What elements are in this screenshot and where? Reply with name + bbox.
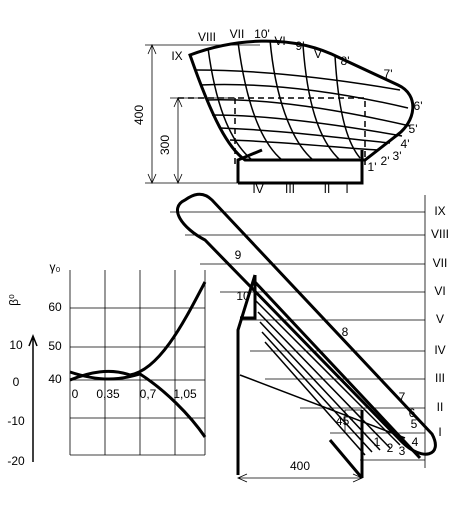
top-dim	[145, 44, 260, 184]
label: 10	[9, 338, 23, 352]
label: I	[345, 182, 348, 196]
label: 50	[48, 339, 62, 353]
label: -10	[7, 414, 25, 428]
label: IX	[434, 204, 445, 218]
label: VII	[230, 27, 245, 41]
label: 400	[290, 459, 310, 473]
dashed-frame	[178, 97, 366, 165]
label: γ₀	[50, 260, 61, 274]
label: III	[285, 182, 295, 196]
label: 0,7	[140, 387, 157, 401]
label: 0	[13, 375, 20, 389]
side-fan	[239, 299, 406, 456]
label: 400	[132, 105, 146, 125]
label: 2	[387, 441, 394, 455]
beta-axis	[28, 333, 38, 462]
gamma-curve	[69, 281, 207, 382]
label: 1'	[368, 160, 377, 174]
label: 6'	[414, 99, 423, 113]
label: VIII	[198, 30, 216, 44]
label: 0	[72, 387, 79, 401]
label: 300	[158, 135, 172, 155]
label: 7'	[384, 67, 393, 81]
label: IX	[171, 49, 182, 63]
label: 2'	[381, 154, 390, 168]
label: 7	[399, 390, 406, 404]
label: 5	[411, 417, 418, 431]
label: 1	[374, 435, 381, 449]
label: VI	[434, 284, 445, 298]
label: II	[437, 400, 444, 414]
label: V	[314, 47, 322, 61]
label: 10	[236, 289, 250, 303]
label: 9'	[296, 39, 305, 53]
label: 45°	[336, 414, 354, 428]
side-frame	[236, 274, 422, 479]
label: 8'	[341, 54, 350, 68]
label: 5'	[409, 122, 418, 136]
label: 10'	[254, 27, 270, 41]
label: I	[438, 425, 441, 439]
label: IV	[434, 343, 445, 357]
label: 60	[48, 300, 62, 314]
label: 8	[342, 325, 349, 339]
label: 9	[235, 248, 242, 262]
label: IV	[252, 182, 263, 196]
label: 40	[48, 372, 62, 386]
label: 4	[412, 435, 419, 449]
beta-curve	[69, 370, 207, 438]
label: 6	[409, 406, 416, 420]
label: VIII	[431, 227, 449, 241]
label: 0,35	[96, 387, 120, 401]
label: 1,05	[173, 387, 197, 401]
label: 4'	[401, 137, 410, 151]
label: 3'	[393, 149, 402, 163]
label: V	[436, 312, 444, 326]
label: β⁰	[7, 294, 21, 306]
label: 3	[399, 444, 406, 458]
label: II	[324, 182, 331, 196]
graph-grid	[69, 270, 206, 456]
level-lines	[170, 195, 426, 483]
label: VII	[433, 256, 448, 270]
label: III	[435, 371, 445, 385]
top-base	[236, 148, 364, 185]
side-outline	[176, 192, 437, 456]
label: VI	[274, 34, 285, 48]
top-sections	[195, 39, 411, 161]
label: -20	[7, 454, 25, 468]
